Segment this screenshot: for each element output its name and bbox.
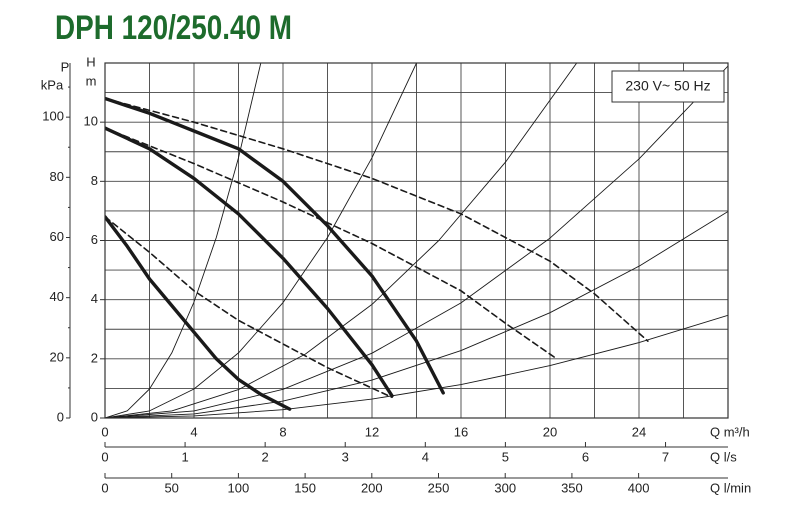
x-tick-label: 16 bbox=[454, 424, 468, 439]
curve-thin bbox=[105, 65, 728, 418]
flow-tick-label: 2 bbox=[262, 449, 269, 464]
flow-axis-label: Q l/min bbox=[710, 480, 751, 495]
flow-tick-label: 150 bbox=[294, 480, 316, 495]
x-tick-label: 20 bbox=[543, 424, 557, 439]
chart-title: DPH 120/250.40 M bbox=[55, 8, 292, 46]
curve-thin bbox=[105, 63, 417, 418]
y-tick-label: 0 bbox=[91, 409, 98, 424]
curve-thin bbox=[105, 63, 578, 418]
curve-thin bbox=[105, 314, 728, 418]
flow-tick-label: 100 bbox=[228, 480, 250, 495]
flow-tick-label: 300 bbox=[494, 480, 516, 495]
curve-thin bbox=[105, 211, 728, 418]
x-tick-label: 4 bbox=[190, 424, 197, 439]
p-axis-symbol: P bbox=[61, 59, 70, 74]
flow-tick-label: 0 bbox=[101, 449, 108, 464]
p-axis-unit: kPa bbox=[41, 77, 64, 92]
y-axis-unit: m bbox=[86, 73, 97, 88]
curve-solid bbox=[105, 96, 445, 395]
curve-solid bbox=[105, 126, 394, 398]
y-tick-label: 4 bbox=[91, 291, 98, 306]
curve-dashed bbox=[105, 97, 649, 342]
flow-tick-label: 200 bbox=[361, 480, 383, 495]
flow-tick-label: 6 bbox=[582, 449, 589, 464]
annotation-box bbox=[611, 70, 725, 103]
p-tick-label: 60 bbox=[50, 229, 64, 244]
curve-dashed bbox=[105, 216, 393, 399]
flow-tick-label: 7 bbox=[662, 449, 669, 464]
grid bbox=[104, 62, 729, 419]
p-tick-label: 40 bbox=[50, 289, 64, 304]
flow-tick-label: 3 bbox=[342, 449, 349, 464]
annotation: 230 V~ 50 Hz bbox=[625, 78, 710, 94]
flow-tick-label: 400 bbox=[628, 480, 650, 495]
y-axis-symbol: H bbox=[86, 54, 95, 69]
flow-axis-label: Q l/s bbox=[710, 449, 737, 464]
p-tick-label: 80 bbox=[50, 169, 64, 184]
p-tick-label: 0 bbox=[57, 409, 64, 424]
curve-thin bbox=[105, 63, 262, 418]
curve-dashed bbox=[105, 127, 558, 360]
p-tick-label: 100 bbox=[42, 109, 64, 124]
y-tick-label: 6 bbox=[91, 232, 98, 247]
y-tick-label: 10 bbox=[84, 114, 98, 129]
x-axis-label: Q m³/h bbox=[710, 424, 750, 439]
flow-tick-label: 4 bbox=[422, 449, 429, 464]
y-tick-label: 2 bbox=[91, 350, 98, 365]
x-tick-label: 12 bbox=[365, 424, 379, 439]
x-tick-label: 0 bbox=[101, 424, 108, 439]
y-tick-label: 8 bbox=[91, 173, 98, 188]
flow-tick-label: 350 bbox=[561, 480, 583, 495]
curve-solid bbox=[105, 215, 292, 411]
p-tick-label: 20 bbox=[50, 349, 64, 364]
flow-tick-label: 250 bbox=[428, 480, 450, 495]
x-tick-label: 24 bbox=[632, 424, 646, 439]
curves bbox=[105, 63, 728, 418]
flow-tick-label: 5 bbox=[502, 449, 509, 464]
flow-tick-label: 50 bbox=[164, 480, 178, 495]
x-tick-label: 8 bbox=[279, 424, 286, 439]
flow-tick-label: 1 bbox=[181, 449, 188, 464]
flow-tick-label: 0 bbox=[101, 480, 108, 495]
